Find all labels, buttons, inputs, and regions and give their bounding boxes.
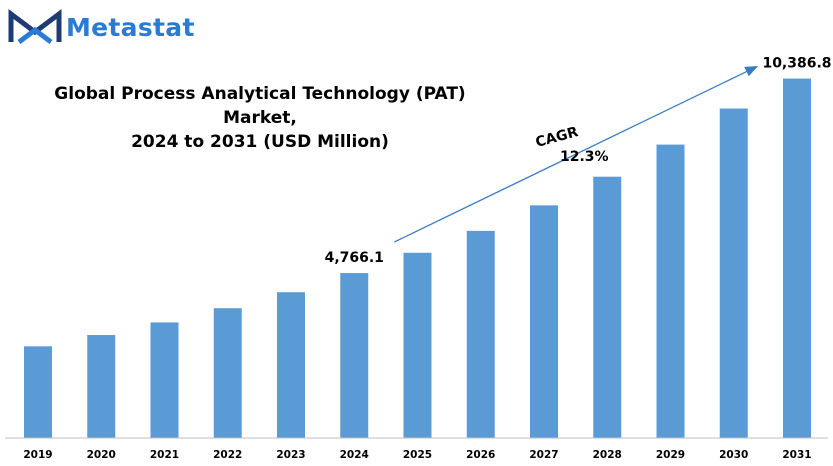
bar-2028: [593, 176, 622, 438]
cagr-arrow: [393, 65, 759, 243]
x-tick-label-2025: 2025: [403, 449, 432, 461]
data-label-2031: 10,386.8: [762, 56, 831, 72]
bar-2026: [466, 230, 495, 438]
x-tick-label-2030: 2030: [719, 449, 748, 461]
data-label-2024: 4,766.1: [325, 250, 384, 266]
x-tick-label-2024: 2024: [340, 449, 369, 461]
bar-2020: [87, 335, 116, 438]
cagr-label: CAGR: [534, 124, 580, 151]
x-tick-label-2029: 2029: [656, 449, 685, 461]
bar-2022: [213, 308, 242, 438]
bar-2030: [719, 108, 748, 439]
x-tick-label-2027: 2027: [529, 449, 558, 461]
bar-2023: [277, 292, 305, 438]
logo: Metastat: [8, 6, 238, 48]
x-tick-label-2019: 2019: [23, 449, 52, 461]
chart-title-line-2: 2024 to 2031 (USD Million): [131, 132, 389, 152]
bar-2025: [403, 252, 432, 438]
bar-2021: [150, 322, 179, 438]
metastat-logo-icon: [8, 9, 62, 44]
data-labels: 4,766.1 10,386.8: [325, 56, 832, 267]
x-tick-label-2021: 2021: [150, 449, 179, 461]
x-tick-label-2028: 2028: [593, 449, 622, 461]
x-tick-label-2022: 2022: [213, 449, 242, 461]
bar-2031: [783, 78, 811, 438]
bar-2024: [340, 273, 369, 438]
x-tick-label-2031: 2031: [782, 449, 811, 461]
bar-2029: [656, 144, 685, 439]
bars: [24, 78, 811, 439]
bar-2027: [530, 205, 558, 438]
x-tick-label-2023: 2023: [276, 449, 305, 461]
x-tick-label-2026: 2026: [466, 449, 495, 461]
x-tick-label-2020: 2020: [87, 449, 116, 461]
cagr-value: 12.3%: [560, 149, 609, 165]
x-tick-labels: 2019 2020 2021 2022 2023 2024 2025 2026 2027 2028…: [23, 449, 811, 461]
bar-2019: [24, 346, 52, 438]
chart-title-line-1: Global Process Analytical Technology (PA…: [54, 84, 466, 128]
chart-title: Global Process Analytical Technology (PA…: [20, 82, 500, 154]
brand-name: Metastat: [66, 12, 195, 42]
